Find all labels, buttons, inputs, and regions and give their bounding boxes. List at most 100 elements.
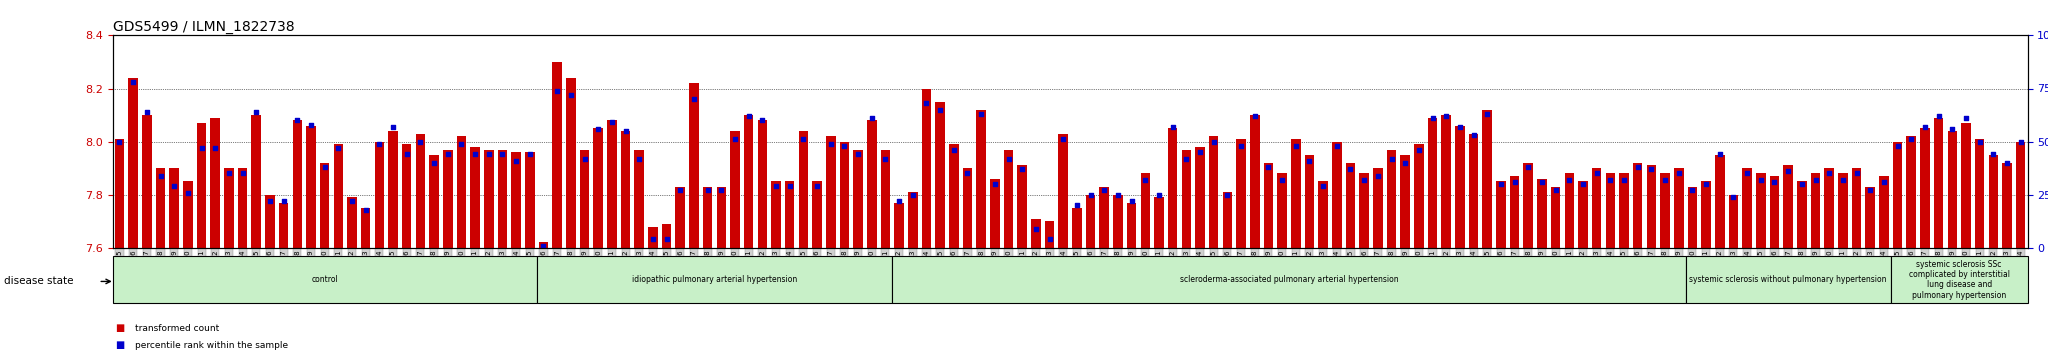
Point <box>1102 192 1135 198</box>
Point <box>432 152 465 157</box>
Point <box>102 139 135 144</box>
Bar <box>156 168 166 248</box>
Bar <box>580 150 590 248</box>
Point <box>965 111 997 117</box>
Bar <box>2015 142 2025 248</box>
Text: ■: ■ <box>115 341 125 350</box>
Bar <box>743 115 754 248</box>
Bar <box>1319 182 1327 248</box>
Text: scleroderma-associated pulmonary arterial hypertension: scleroderma-associated pulmonary arteria… <box>1180 275 1399 284</box>
Point <box>1798 177 1831 183</box>
Bar <box>141 115 152 248</box>
Bar <box>483 150 494 248</box>
Bar <box>401 144 412 248</box>
Point <box>979 181 1012 187</box>
Point <box>1950 115 1982 121</box>
Point <box>909 101 942 106</box>
Bar <box>1442 115 1450 248</box>
Point <box>883 198 915 204</box>
Bar <box>662 224 672 248</box>
Point <box>1964 139 1997 144</box>
Bar <box>1839 173 1847 248</box>
Bar <box>635 150 643 248</box>
Point <box>1225 143 1257 149</box>
Bar <box>1866 187 1876 248</box>
Point <box>1581 171 1614 176</box>
Bar <box>948 144 958 248</box>
Point <box>1169 156 1202 161</box>
Point <box>649 236 682 242</box>
Text: disease state: disease state <box>4 276 74 286</box>
Bar <box>772 182 780 248</box>
Bar <box>471 147 479 248</box>
Point <box>719 137 752 142</box>
Point <box>1511 164 1544 170</box>
Point <box>1444 124 1477 130</box>
Point <box>1307 183 1339 189</box>
Bar <box>1346 163 1356 248</box>
Bar <box>989 179 999 248</box>
Bar <box>647 227 657 248</box>
Point <box>692 188 725 193</box>
Bar <box>238 168 248 248</box>
Bar <box>1620 173 1628 248</box>
Point <box>1458 132 1491 138</box>
Point <box>991 156 1024 161</box>
Bar <box>1538 179 1546 248</box>
Bar <box>1974 139 1985 248</box>
Bar <box>182 182 193 248</box>
Point <box>1116 198 1149 204</box>
Bar <box>1796 182 1806 248</box>
Point <box>1075 192 1108 198</box>
Bar <box>565 78 575 248</box>
Bar <box>1606 173 1616 248</box>
Bar <box>1962 123 1970 248</box>
Point <box>774 183 807 189</box>
Bar <box>1948 131 1958 248</box>
Bar <box>279 203 289 248</box>
Point <box>1006 166 1038 172</box>
Text: transformed count: transformed count <box>135 324 219 333</box>
Point <box>760 183 793 189</box>
Point <box>1348 177 1380 183</box>
Point <box>1184 149 1217 155</box>
Bar <box>1360 173 1368 248</box>
Bar <box>334 144 344 248</box>
Bar <box>129 78 137 248</box>
Point <box>950 171 983 176</box>
Point <box>1540 188 1573 193</box>
Bar <box>825 136 836 248</box>
Point <box>582 126 614 132</box>
Point <box>1251 164 1284 170</box>
Point <box>678 96 711 102</box>
Point <box>1841 171 1874 176</box>
Point <box>1991 160 2023 166</box>
Bar <box>1126 203 1137 248</box>
Point <box>705 188 737 193</box>
Point <box>500 158 532 164</box>
Point <box>391 152 424 157</box>
Bar <box>1114 195 1122 248</box>
Bar <box>416 134 426 248</box>
Point <box>1731 171 1763 176</box>
Bar <box>293 120 301 248</box>
Point <box>786 137 819 142</box>
Point <box>596 120 629 125</box>
Bar <box>389 131 397 248</box>
FancyBboxPatch shape <box>893 256 1686 303</box>
Point <box>444 141 477 147</box>
Bar <box>319 163 330 248</box>
Point <box>541 88 573 93</box>
Bar <box>1100 187 1110 248</box>
Bar <box>1264 163 1274 248</box>
Point <box>1198 139 1231 144</box>
Bar <box>594 129 602 248</box>
Bar <box>1331 142 1341 248</box>
Bar <box>1237 139 1245 248</box>
Point <box>1853 188 1886 193</box>
Bar <box>1907 136 1917 248</box>
Point <box>213 171 246 176</box>
Point <box>637 236 670 242</box>
Bar <box>1372 168 1382 248</box>
Point <box>1430 113 1462 119</box>
